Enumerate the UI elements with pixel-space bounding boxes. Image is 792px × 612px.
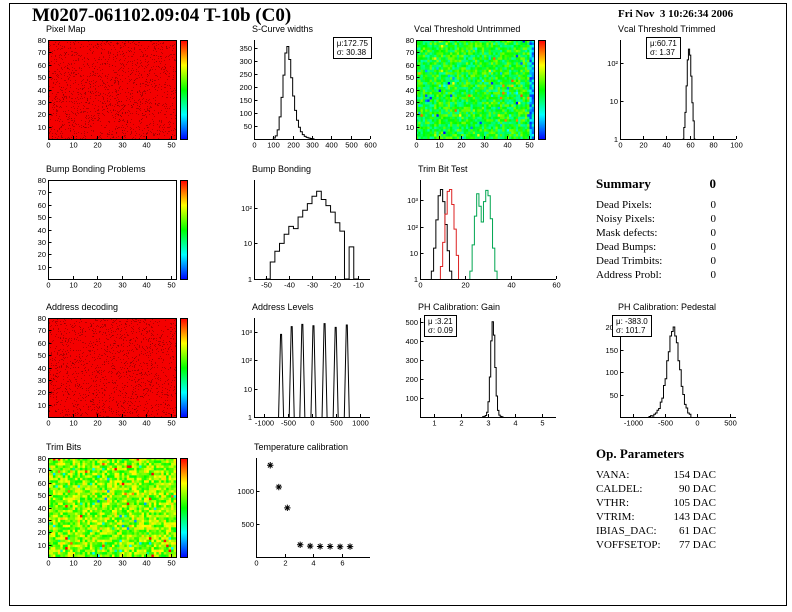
row-label: Dead Pixels:	[596, 199, 652, 211]
row-value: 0	[710, 227, 717, 239]
summary-row: Dead Pixels: 0	[596, 198, 716, 212]
op-param-row: VANA: 154 DAC	[596, 468, 716, 482]
stats-mean: μ:172.75	[336, 39, 368, 48]
stats-sigma: σ: 101.7	[616, 326, 646, 335]
plot-title: Pixel Map	[46, 24, 86, 34]
row-label: Address Probl:	[596, 269, 662, 281]
stats-box: μ:60.71 σ: 1.37	[646, 37, 681, 59]
summary-panel: Summary 0 Dead Pixels: 0 Noisy Pixels: 0 Mas…	[596, 176, 716, 282]
row-label: Mask defects:	[596, 227, 658, 239]
ph-gain-canvas	[396, 312, 564, 430]
trim-bit-test-canvas	[396, 174, 564, 292]
op-param-row: CALDEL: 90 DAC	[596, 482, 716, 496]
stats-box: μ: -383.0 σ: 101.7	[612, 315, 652, 337]
op-parameters-rows: VANA: 154 DAC CALDEL: 90 DAC VTHR: 105 DAC VTR…	[596, 468, 716, 552]
stats-sigma: σ: 0.09	[428, 326, 453, 335]
plot-ph-calibration-pedestal: PH Calibration: Pedestal μ: -383.0 σ: 10…	[596, 302, 744, 434]
op-param-row: VTRIM: 143 DAC	[596, 510, 716, 524]
address-levels-canvas	[230, 312, 378, 430]
row-value: 105 DAC	[673, 497, 716, 509]
plot-title: Bump Bonding	[252, 164, 312, 174]
row-value: 0	[710, 241, 717, 253]
plot-bump-bonding: Bump Bonding	[230, 164, 378, 296]
plot-scurve-widths: S-Curve widths μ:172.75 σ: 30.38	[230, 24, 378, 156]
row-label: Dead Trimbits:	[596, 255, 663, 267]
summary-title: Summary	[596, 176, 651, 191]
plot-temperature-calibration: Temperature calibration	[230, 442, 378, 574]
row-label: Dead Bumps:	[596, 241, 657, 253]
row-label: CALDEL:	[596, 483, 643, 495]
plot-title: Temperature calibration	[254, 442, 349, 452]
row-value: 0	[710, 269, 717, 281]
plot-bump-bonding-problems: Bump Bonding Problems	[28, 164, 206, 296]
row-label: VTHR:	[596, 497, 629, 509]
trim-bits-canvas	[28, 452, 206, 570]
row-value: 61 DAC	[679, 525, 716, 537]
summary-total: 0	[709, 176, 717, 191]
summary-row: Dead Trimbits: 0	[596, 254, 716, 268]
stats-mean: μ:60.71	[650, 39, 677, 48]
vcal-untrimmed-canvas	[396, 34, 564, 152]
plot-address-decoding: Address decoding	[28, 302, 206, 434]
op-parameters-panel: Op. Parameters VANA: 154 DAC CALDEL: 90 DAC…	[596, 446, 716, 552]
row-value: 0	[710, 199, 717, 211]
summary-row: Mask defects: 0	[596, 226, 716, 240]
plot-ph-calibration-gain: PH Calibration: Gain μ :3.21 σ: 0.09	[396, 302, 564, 434]
plot-title: Vcal Threshold Trimmed	[618, 24, 716, 34]
row-label: IBIAS_DAC:	[596, 525, 657, 537]
summary-rows: Dead Pixels: 0 Noisy Pixels: 0 Mask defects:…	[596, 198, 716, 282]
bump-bonding-problems-canvas	[28, 174, 206, 292]
summary-row: Dead Bumps: 0	[596, 240, 716, 254]
row-value: 143 DAC	[673, 511, 716, 523]
row-label: Noisy Pixels:	[596, 213, 655, 225]
plot-title: Trim Bits	[46, 442, 82, 452]
row-value: 154 DAC	[673, 469, 716, 481]
plot-title: Address decoding	[46, 302, 119, 312]
plot-vcal-threshold-trimmed: Vcal Threshold Trimmed μ:60.71 σ: 1.37	[596, 24, 744, 156]
bump-bonding-canvas	[230, 174, 378, 292]
row-label: VANA:	[596, 469, 630, 481]
canvas-border	[9, 3, 787, 606]
plot-title: Vcal Threshold Untrimmed	[414, 24, 521, 34]
stats-box: μ:172.75 σ: 30.38	[332, 37, 372, 59]
row-label: VTRIM:	[596, 511, 635, 523]
row-value: 0	[710, 213, 717, 225]
plot-address-levels: Address Levels	[230, 302, 378, 434]
plot-title: S-Curve widths	[252, 24, 314, 34]
stats-mean: μ: -383.0	[616, 317, 648, 326]
op-param-row: VOFFSETOP: 77 DAC	[596, 538, 716, 552]
op-param-row: IBIAS_DAC: 61 DAC	[596, 524, 716, 538]
plot-title: PH Calibration: Pedestal	[618, 302, 717, 312]
summary-row: Noisy Pixels: 0	[596, 212, 716, 226]
plot-trim-bit-test: Trim Bit Test	[396, 164, 564, 296]
plot-vcal-threshold-untrimmed: Vcal Threshold Untrimmed	[396, 24, 564, 156]
plot-title: PH Calibration: Gain	[418, 302, 501, 312]
op-param-row: VTHR: 105 DAC	[596, 496, 716, 510]
temperature-calibration-canvas	[230, 452, 378, 570]
pixel-map-canvas	[28, 34, 206, 152]
row-value: 90 DAC	[679, 483, 716, 495]
stats-mean: μ :3.21	[428, 317, 453, 326]
row-value: 77 DAC	[679, 539, 716, 551]
timestamp: Fri Nov 3 10:26:34 2006	[618, 8, 734, 20]
stats-sigma: σ: 30.38	[336, 48, 367, 57]
stats-sigma: σ: 1.37	[650, 48, 675, 57]
address-decoding-canvas	[28, 312, 206, 430]
row-value: 0	[710, 255, 717, 267]
page-title: M0207-061102.09:04 T-10b (C0)	[32, 5, 292, 26]
plot-pixel-map: Pixel Map	[28, 24, 206, 156]
plot-title: Bump Bonding Problems	[46, 164, 146, 174]
plot-trim-bits: Trim Bits	[28, 442, 206, 574]
plot-title: Trim Bit Test	[418, 164, 468, 174]
stats-box: μ :3.21 σ: 0.09	[424, 315, 457, 337]
plot-title: Address Levels	[252, 302, 314, 312]
row-label: VOFFSETOP:	[596, 539, 661, 551]
op-parameters-title: Op. Parameters	[596, 446, 685, 461]
summary-row: Address Probl: 0	[596, 268, 716, 282]
